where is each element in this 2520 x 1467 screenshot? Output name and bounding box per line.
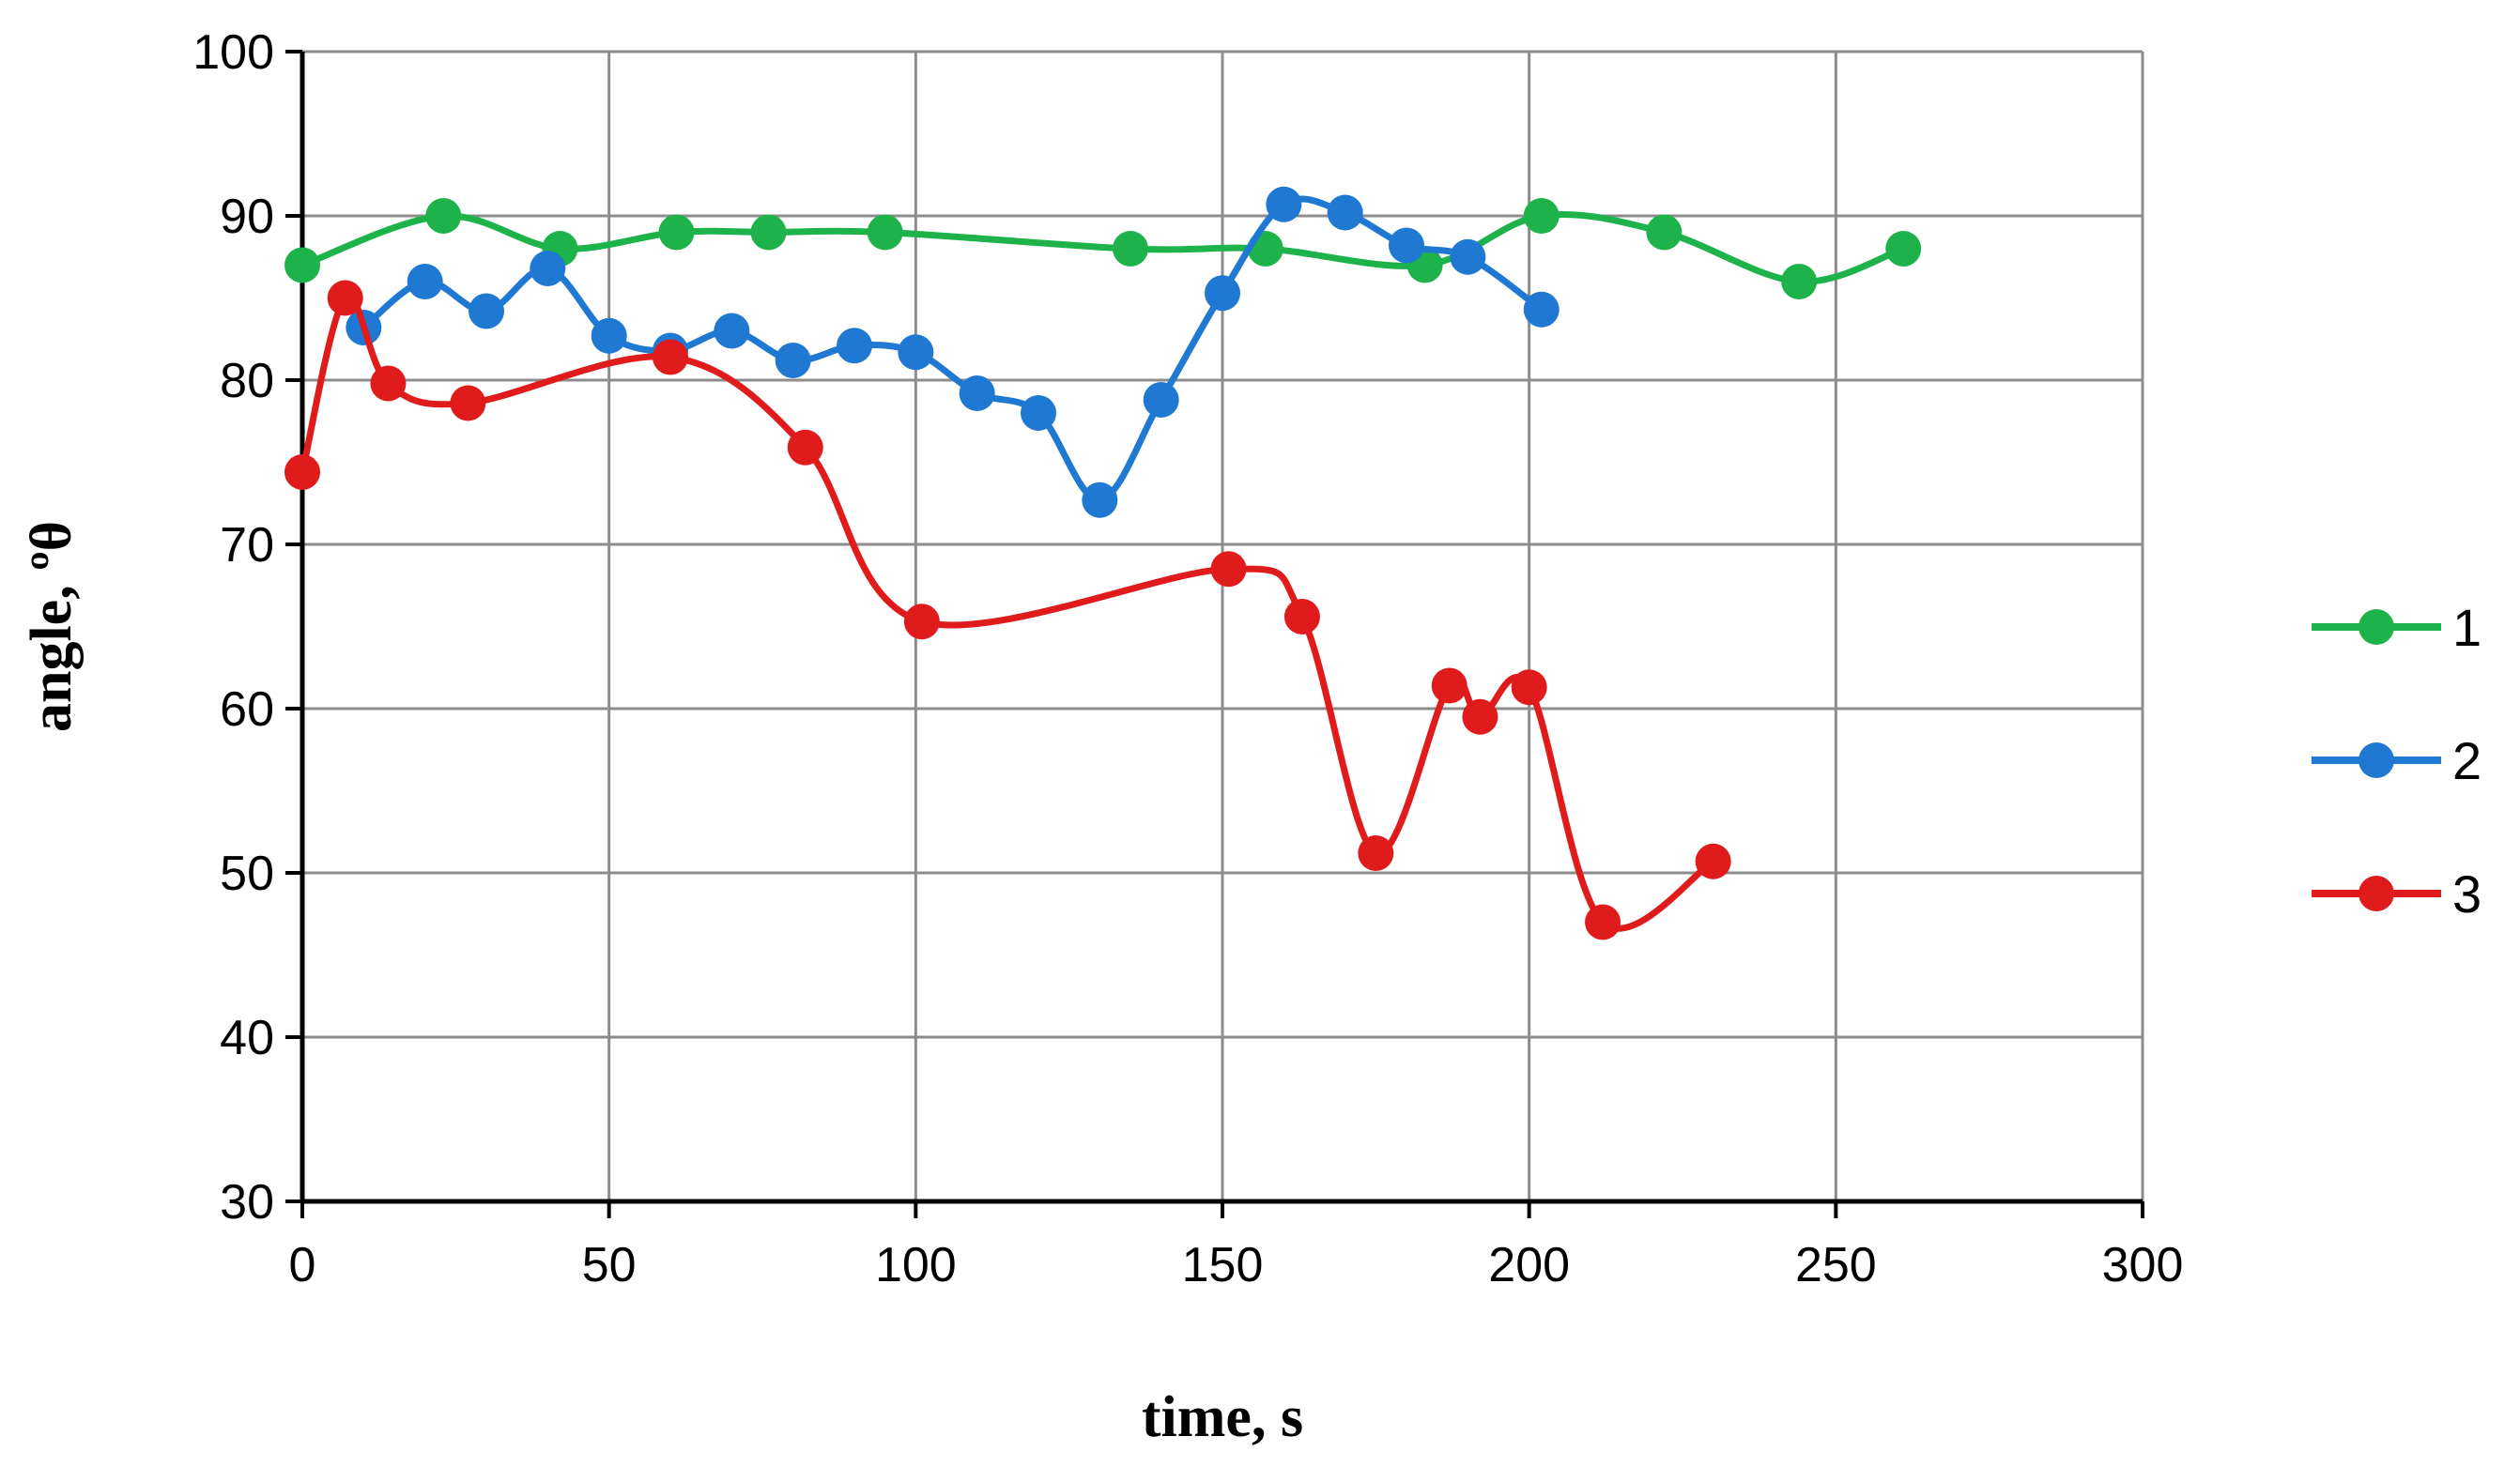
data-point — [1021, 395, 1056, 431]
data-point — [1885, 231, 1922, 267]
data-point — [1450, 238, 1486, 275]
series-3 — [284, 280, 1731, 940]
y-tick-label: 60 — [220, 682, 274, 737]
y-tick-label: 40 — [220, 1011, 274, 1065]
x-tick-label: 50 — [582, 1238, 637, 1292]
x-axis-title: time, s — [1142, 1385, 1303, 1449]
data-point — [1205, 275, 1240, 312]
data-point — [714, 313, 750, 349]
data-point — [1523, 291, 1560, 328]
data-point — [425, 198, 462, 234]
data-point — [1266, 186, 1302, 222]
legend-swatch-marker — [2359, 742, 2394, 778]
data-point — [837, 328, 872, 364]
x-tick-label: 100 — [875, 1238, 957, 1292]
y-tick-label: 100 — [192, 25, 274, 80]
data-point — [1327, 194, 1363, 231]
legend-swatch-marker — [2359, 609, 2394, 645]
data-point — [1462, 698, 1498, 735]
data-point — [653, 339, 688, 375]
series-1 — [284, 198, 1922, 299]
data-point — [1389, 227, 1424, 264]
legend-entry-2: 2 — [2312, 731, 2482, 790]
data-point — [658, 214, 695, 251]
data-point — [903, 604, 940, 640]
y-tick-label: 30 — [220, 1175, 274, 1230]
data-point — [1431, 667, 1467, 704]
legend: 1 2 3 — [2312, 598, 2482, 924]
data-point — [591, 317, 627, 354]
data-point — [327, 280, 363, 316]
series-2 — [346, 186, 1560, 518]
y-tick-label: 70 — [220, 518, 274, 573]
data-point — [867, 214, 903, 251]
data-point — [1511, 669, 1547, 706]
data-point — [1695, 843, 1731, 879]
legend-swatch-marker — [2359, 876, 2394, 911]
legend-entry-3: 3 — [2312, 864, 2482, 924]
data-point — [1210, 551, 1247, 588]
x-tick-label: 300 — [2102, 1238, 2184, 1292]
data-point — [1646, 214, 1683, 251]
data-point — [284, 454, 320, 490]
data-point — [1358, 835, 1394, 871]
data-point — [284, 247, 320, 283]
data-point — [775, 343, 811, 378]
data-point — [407, 264, 443, 299]
data-point — [530, 251, 566, 286]
grid — [302, 50, 2144, 1201]
legend-label: 2 — [2452, 731, 2482, 790]
data-point — [1523, 198, 1560, 234]
data-point — [1585, 904, 1621, 940]
legend-entry-1: 1 — [2312, 598, 2482, 657]
y-axis-title: angle, ºθ — [20, 521, 84, 732]
x-tick-label: 150 — [1182, 1238, 1264, 1292]
data-point — [469, 293, 504, 329]
y-tick-label: 50 — [220, 847, 274, 901]
data-point — [1113, 231, 1148, 267]
data-point — [959, 375, 995, 411]
data-point — [370, 365, 407, 402]
data-point — [787, 429, 823, 466]
data-point — [1283, 599, 1320, 634]
y-tick-label: 80 — [220, 354, 274, 408]
x-tick-label: 250 — [1795, 1238, 1877, 1292]
series-group — [284, 186, 1922, 940]
legend-label: 3 — [2452, 864, 2482, 924]
data-point — [450, 385, 486, 421]
data-point — [1143, 382, 1179, 418]
legend-label: 1 — [2452, 598, 2482, 657]
series-line-3 — [299, 293, 1717, 932]
x-tick-label: 0 — [289, 1238, 316, 1292]
x-tick-label: 200 — [1488, 1238, 1570, 1292]
data-point — [1082, 481, 1118, 518]
data-point — [750, 214, 787, 251]
y-tick-label: 90 — [220, 190, 274, 244]
data-point — [1781, 264, 1818, 299]
data-point — [898, 334, 934, 371]
axes: 30 40 50 60 70 80 90 100 0 50 100 150 200 250 300 — [192, 25, 2183, 1292]
